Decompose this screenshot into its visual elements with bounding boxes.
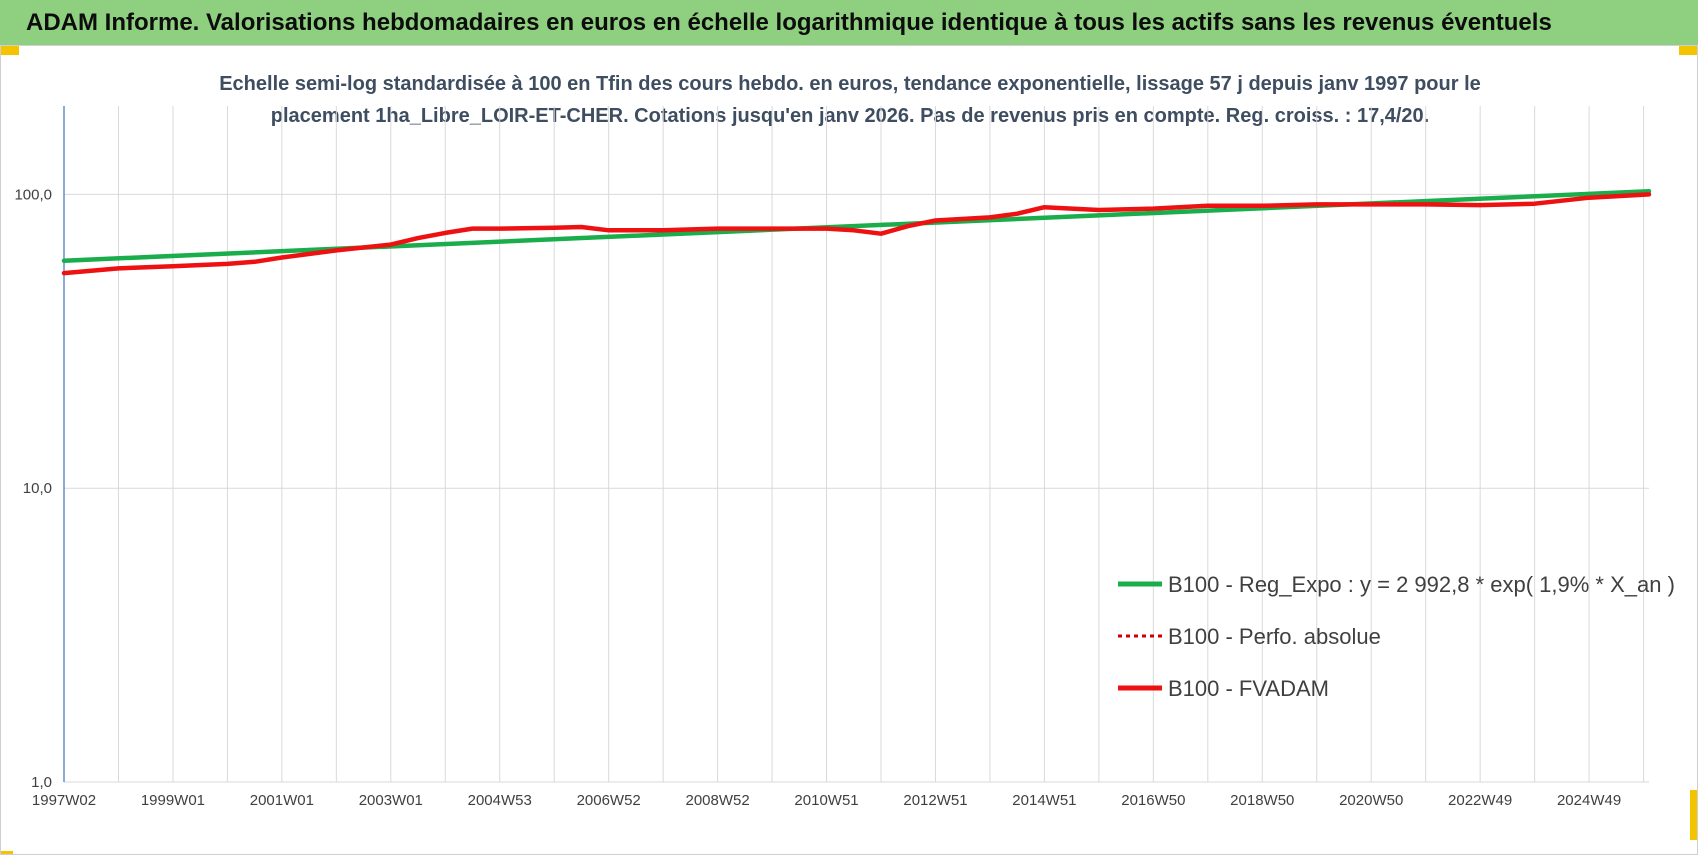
corner-mark-top-right — [1679, 46, 1697, 55]
corner-mark-bottom-right — [1690, 790, 1697, 840]
series-line-2 — [61, 192, 1652, 276]
x-tick-label: 2020W50 — [1339, 792, 1403, 809]
y-tick-label: 1,0 — [31, 774, 52, 791]
x-tick-label: 2008W52 — [685, 792, 749, 809]
x-tick-label: 2012W51 — [903, 792, 967, 809]
series-line-0 — [61, 189, 1652, 263]
gridlines — [63, 106, 1649, 783]
report-banner: ADAM Informe. Valorisations hebdomadaire… — [0, 0, 1698, 45]
chart-frame: Echelle semi-log standardisée à 100 en T… — [0, 45, 1698, 855]
chart-title-line-1: Echelle semi-log standardisée à 100 en T… — [219, 73, 1481, 95]
corner-mark-bottom-left — [1, 851, 13, 854]
x-tick-label: 2003W01 — [359, 792, 423, 809]
series-lines — [61, 189, 1652, 276]
x-tick-label: 1999W01 — [141, 792, 205, 809]
report-title: ADAM Informe. Valorisations hebdomadaire… — [26, 8, 1552, 36]
x-tick-label: 2006W52 — [577, 792, 641, 809]
x-tick-label: 2016W50 — [1121, 792, 1185, 809]
legend: B100 - Reg_Expo : y = 2 992,8 * exp( 1,9… — [1118, 572, 1675, 701]
x-tick-label: 2014W51 — [1012, 792, 1076, 809]
x-tick-label: 2018W50 — [1230, 792, 1294, 809]
x-tick-label: 1997W02 — [32, 792, 96, 809]
y-tick-label: 100,0 — [14, 186, 52, 203]
x-tick-label: 2024W49 — [1557, 792, 1621, 809]
corner-mark-top-left — [1, 46, 19, 55]
x-tick-label: 2004W53 — [468, 792, 532, 809]
chart-title: Echelle semi-log standardisée à 100 en T… — [219, 73, 1481, 127]
legend-label: B100 - Reg_Expo : y = 2 992,8 * exp( 1,9… — [1168, 572, 1675, 597]
axes: 1,0 10,0 100,0 1997W02 1999W01 2001W01 2003W01… — [14, 106, 1621, 809]
chart: Echelle semi-log standardisée à 100 en T… — [14, 73, 1675, 809]
x-tick-label: 2022W49 — [1448, 792, 1512, 809]
chart-title-line-2: placement 1ha_Libre_LOIR-ET-CHER. Cotati… — [271, 105, 1429, 127]
legend-label: B100 - FVADAM — [1168, 676, 1329, 701]
x-tick-label: 2001W01 — [250, 792, 314, 809]
y-tick-label: 10,0 — [23, 480, 52, 497]
legend-label: B100 - Perfo. absolue — [1168, 624, 1381, 649]
x-tick-label: 2010W51 — [794, 792, 858, 809]
